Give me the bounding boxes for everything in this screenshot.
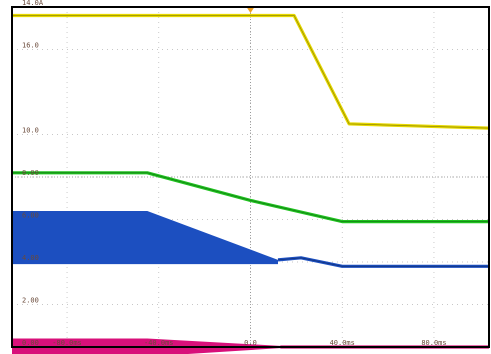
trace-3-noise-band [12,211,278,265]
trace-2-line [12,171,489,224]
x-tick-label: 0.0 [244,339,257,347]
y-tick-label: 0.00 [22,339,39,347]
y-tick-label: 14.0A [22,0,44,7]
trigger-marker [246,7,255,13]
trace-1-edge [12,15,490,129]
y-tick-label: 6.00 [22,212,39,220]
plot-frame [11,6,490,348]
y-tick-label: 2.00 [22,297,39,305]
x-tick-label: 80.0ms [421,339,446,347]
trace-3-edge [277,257,489,267]
x-tick-label: -80.0ms [52,339,82,347]
y-tick-label: 4.00 [22,254,39,262]
x-tick-label: -40.0ms [144,339,174,347]
y-tick-label: 8.00 [22,169,39,177]
x-tick-label: 40.0ms [330,339,355,347]
trace-1-line [12,13,490,130]
y-tick-label: 10.0 [22,127,39,135]
trace-3-line [277,256,489,268]
trace-2-edge [12,172,489,223]
tick-labels: 14.0A 16.0 10.0 8.00 6.00 4.00 2.00 0.00 -80.0ms… [22,0,447,347]
y-tick-label: 16.0 [22,42,39,50]
